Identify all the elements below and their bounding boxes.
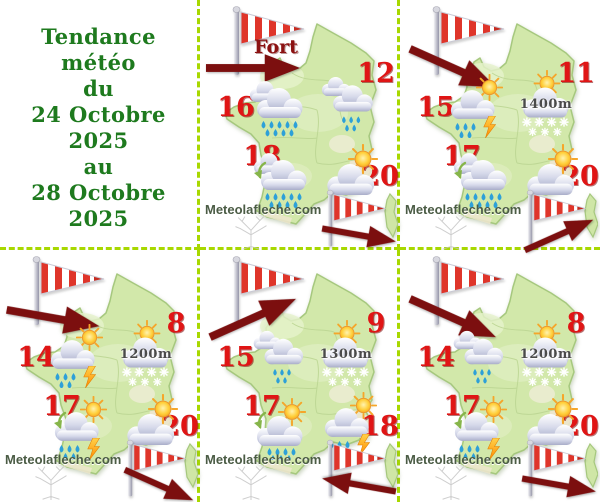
temperature-nw: 15 [417,92,455,123]
weather-map-3: 14 8 17 20 1200m Meteolafleche.com [0,250,200,502]
title-line: du [83,75,114,101]
green-sprig-icon [452,410,468,432]
wind-strength-label: Fort [254,36,298,58]
snow-altitude-label: 1200m [519,347,573,362]
green-sprig-icon [252,160,268,182]
title-block: Tendance météo du 24 Octobre 2025 au 28 … [0,0,200,250]
temperature-nw: 14 [417,342,455,373]
weather-map-2: 15 11 17 20 1400m Meteolafleche.com [400,0,600,250]
temperature-ne: 12 [357,58,395,89]
title-line: au [83,153,114,179]
temperature-ne: 8 [566,308,586,339]
tree-sketch-icon [28,466,74,500]
temperature-ne: 9 [366,308,386,339]
temperature-ne: 11 [557,58,595,89]
snow-altitude-label: 1300m [319,347,373,362]
watermark: Meteolafleche.com [205,202,322,217]
thunderstorm-icon [46,324,110,388]
thunderstorm-icon [446,74,510,138]
watermark: Meteolafleche.com [405,202,522,217]
green-sprig-icon [52,410,68,432]
temperature-nw: 15 [217,342,255,373]
watermark: Meteolafleche.com [5,452,122,467]
green-sprig-icon [452,160,468,182]
tree-sketch-icon [428,216,474,250]
title-line: 24 Octobre 2025 [31,101,166,153]
watermark: Meteolafleche.com [205,452,322,467]
tree-sketch-icon [428,466,474,500]
tree-sketch-icon [228,466,274,500]
watermark: Meteolafleche.com [405,452,522,467]
heavy-rain-icon [246,74,310,138]
light-rain-icon [446,324,510,388]
green-sprig-icon [252,410,268,432]
tree-sketch-icon [228,216,274,250]
temperature-nw: 16 [217,92,255,123]
weather-map-1: Fort 16 12 18 20 Meteolafleche.com [200,0,400,250]
snow-altitude-label: 1400m [519,97,573,112]
title-line: 28 Octobre 2025 [31,179,166,231]
temperature-ne: 8 [166,308,186,339]
snow-altitude-label: 1200m [119,347,173,362]
weather-map-4: 15 9 17 18 1300m Meteolafleche.com [200,250,400,502]
light-rain-icon [246,324,310,388]
title-line: Tendance météo [41,23,156,75]
temperature-nw: 14 [17,342,55,373]
light-rain-icon [314,70,380,136]
weather-map-5: 14 8 17 20 1200m Meteolafleche.com [400,250,600,502]
